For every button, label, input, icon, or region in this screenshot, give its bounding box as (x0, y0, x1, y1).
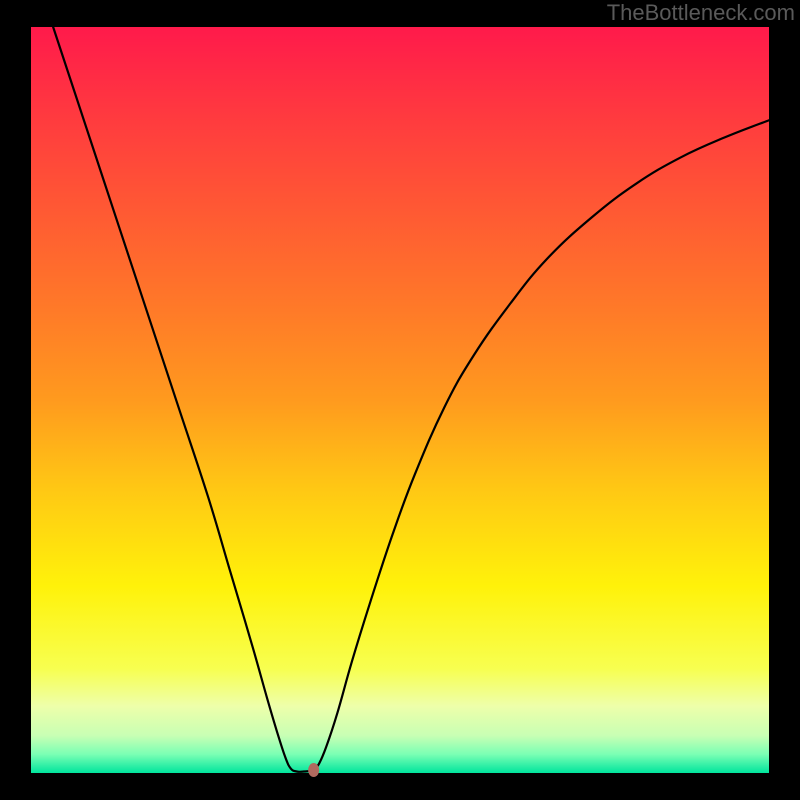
bottleneck-chart (0, 0, 800, 800)
optimal-point-marker (308, 763, 319, 777)
chart-container: TheBottleneck.com (0, 0, 800, 800)
plot-background (31, 27, 769, 773)
watermark-text: TheBottleneck.com (607, 0, 795, 26)
